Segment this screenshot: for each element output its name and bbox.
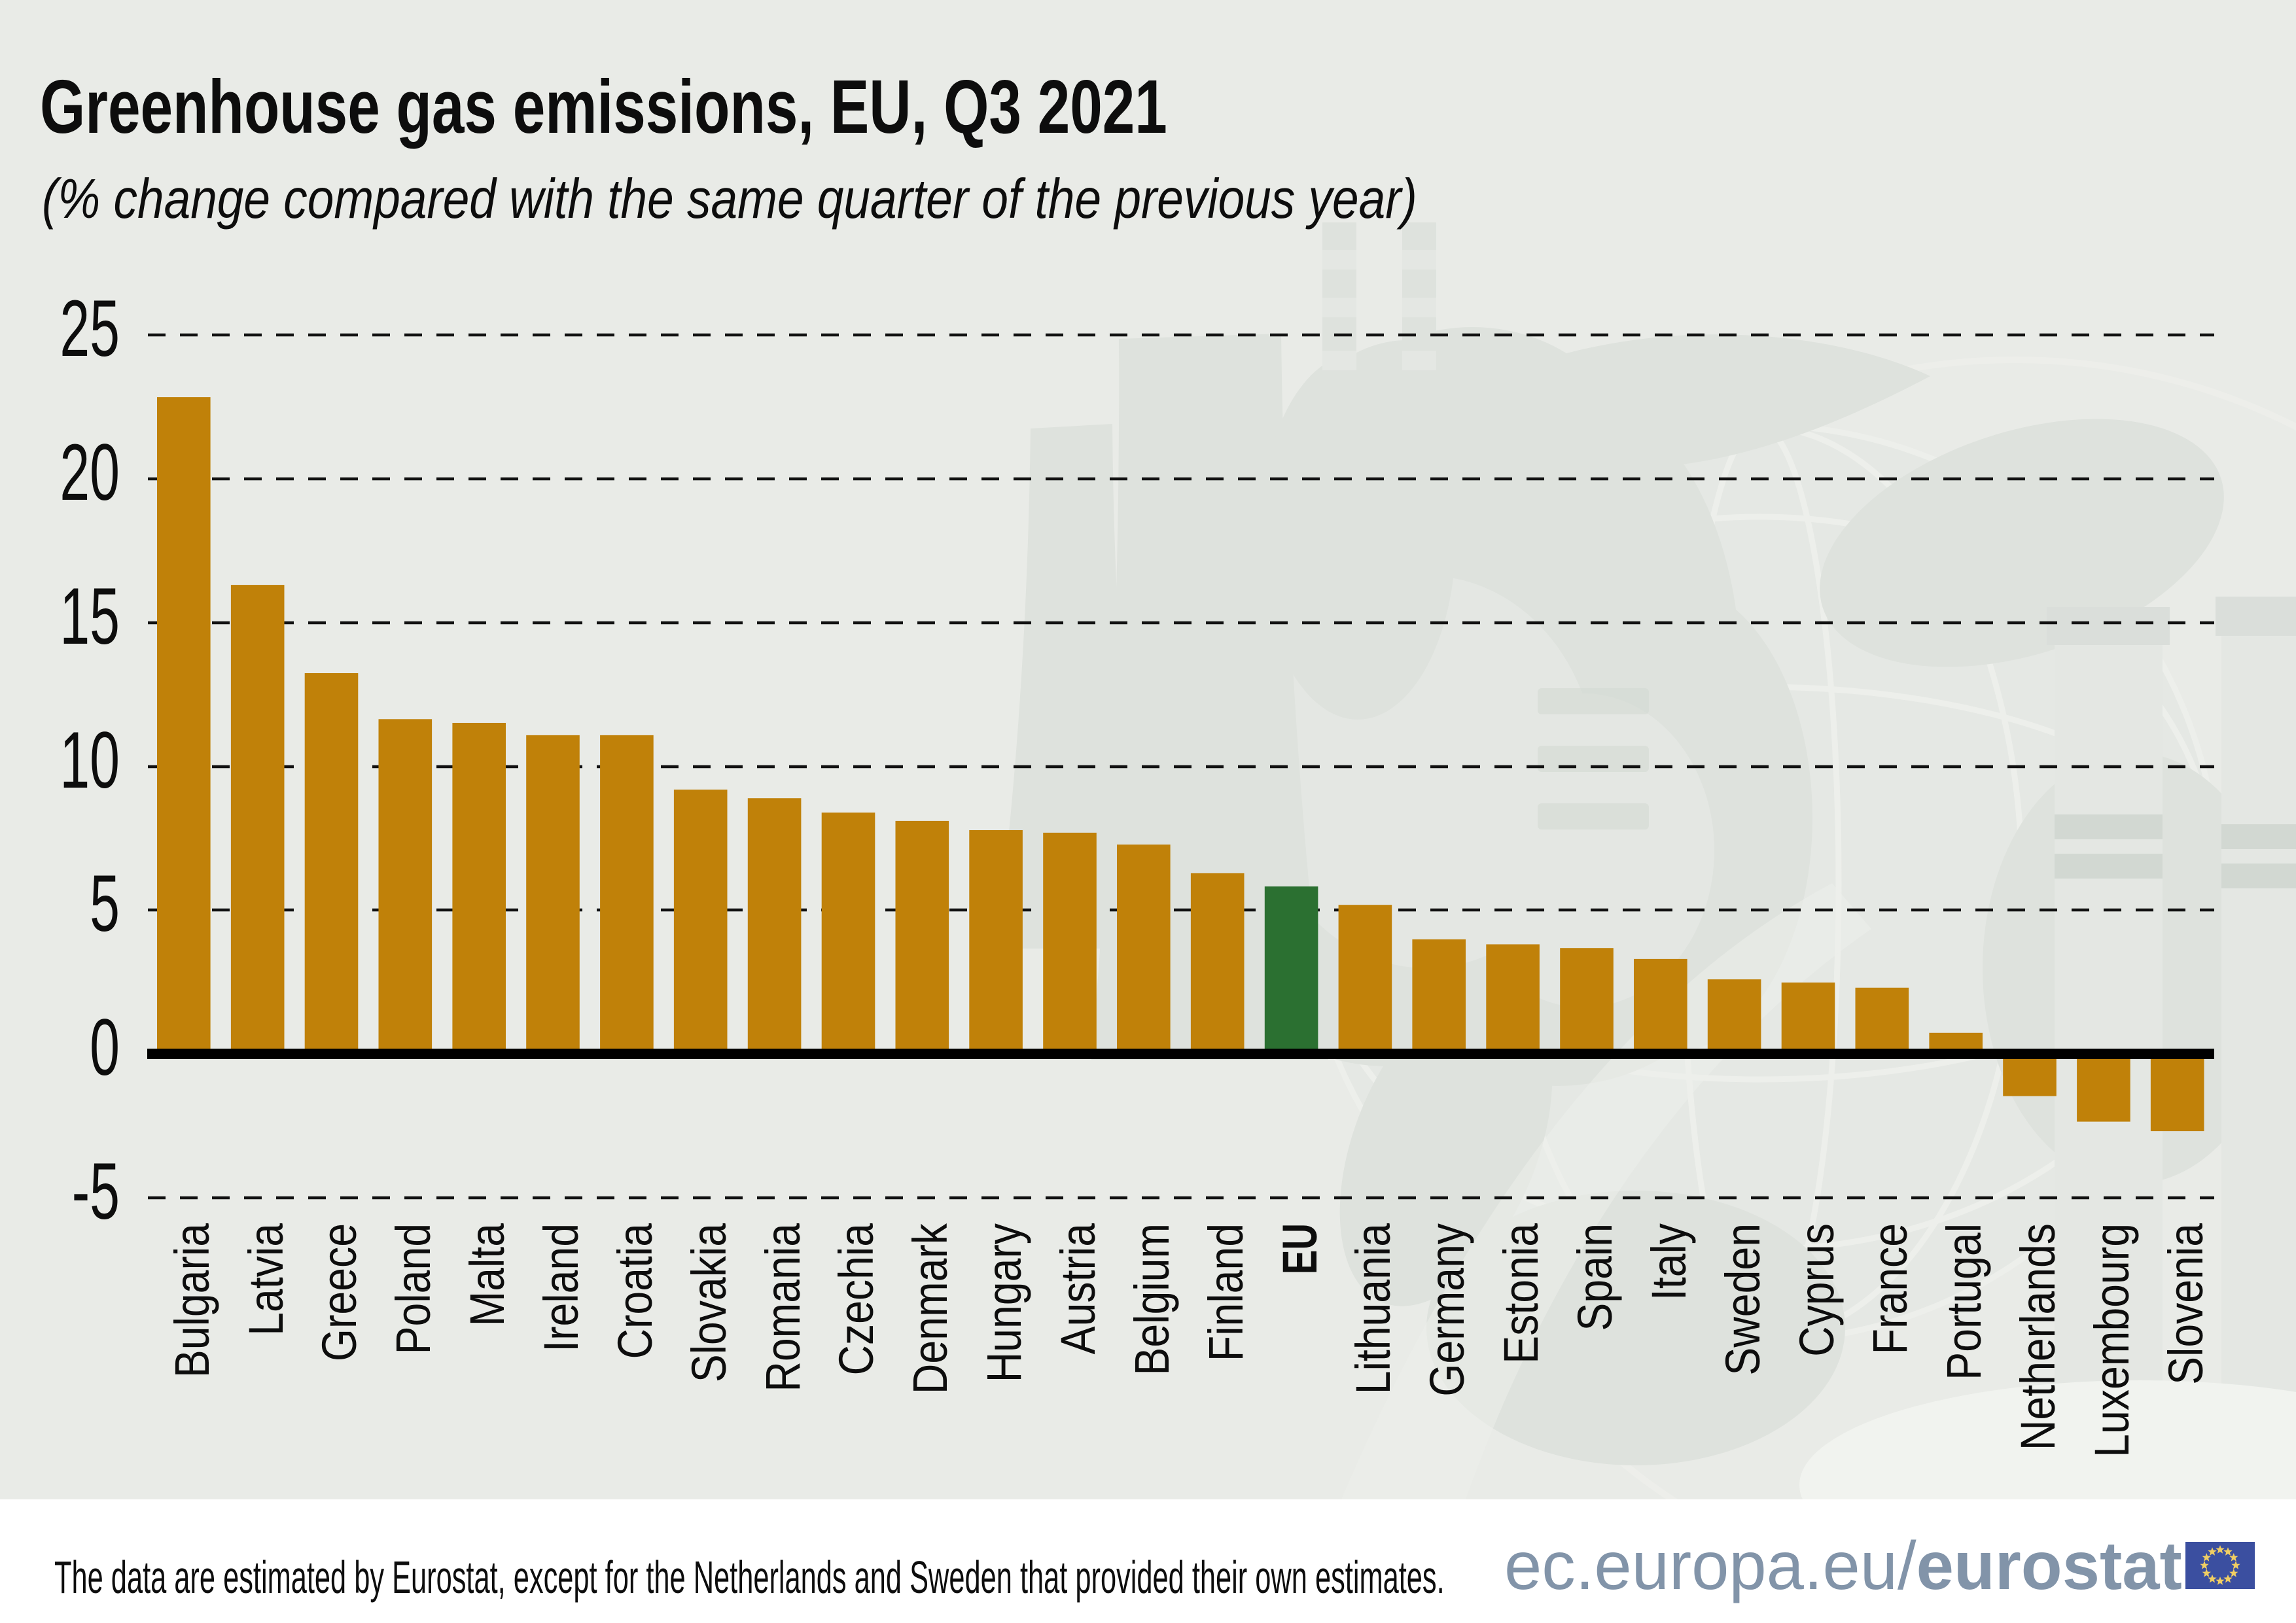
svg-text:5: 5 (90, 859, 120, 949)
svg-text:0: 0 (90, 1003, 120, 1092)
svg-text:Finland: Finland (1199, 1223, 1253, 1361)
svg-text:Bulgaria: Bulgaria (165, 1223, 219, 1378)
svg-text:(% change compared with the sa: (% change compared with the same quarter… (42, 167, 1417, 230)
svg-text:Estonia: Estonia (1494, 1223, 1548, 1364)
svg-text:Austria: Austria (1051, 1223, 1105, 1355)
svg-text:Germany: Germany (1420, 1223, 1474, 1397)
svg-text:25: 25 (60, 284, 120, 374)
svg-text:Slovakia: Slovakia (682, 1223, 736, 1383)
svg-text:Poland: Poland (386, 1223, 440, 1354)
svg-text:ec.europa.eu/eurostat: ec.europa.eu/eurostat (1504, 1527, 2182, 1604)
svg-text:Greenhouse gas emissions, EU,: Greenhouse gas emissions, EU, Q3 2021 (40, 64, 1167, 149)
svg-text:-5: -5 (72, 1147, 120, 1236)
svg-text:Lithuania: Lithuania (1346, 1223, 1400, 1395)
svg-text:Spain: Spain (1568, 1223, 1622, 1331)
svg-text:Cyprus: Cyprus (1790, 1223, 1844, 1357)
svg-text:France: France (1863, 1223, 1917, 1354)
svg-text:Italy: Italy (1642, 1223, 1696, 1300)
svg-text:Netherlands: Netherlands (2011, 1223, 2065, 1450)
svg-text:Czechia: Czechia (829, 1223, 883, 1376)
svg-text:Slovenia: Slovenia (2159, 1223, 2213, 1385)
svg-text:20: 20 (60, 428, 120, 517)
svg-text:Malta: Malta (460, 1223, 514, 1327)
svg-text:Hungary: Hungary (977, 1223, 1031, 1383)
svg-text:Portugal: Portugal (1937, 1223, 1991, 1380)
svg-text:Greece: Greece (312, 1223, 366, 1361)
svg-text:EU: EU (1273, 1223, 1327, 1274)
svg-text:Croatia: Croatia (608, 1223, 662, 1359)
svg-text:Sweden: Sweden (1716, 1223, 1770, 1376)
svg-text:Latvia: Latvia (239, 1223, 293, 1336)
svg-text:Luxembourg: Luxembourg (2085, 1223, 2139, 1457)
svg-text:Romania: Romania (756, 1223, 810, 1392)
svg-text:10: 10 (60, 716, 120, 805)
svg-text:The data are estimated by Euro: The data are estimated by Eurostat, exce… (54, 1552, 1445, 1603)
svg-text:Belgium: Belgium (1125, 1223, 1179, 1376)
svg-text:Denmark: Denmark (903, 1223, 957, 1394)
svg-text:Ireland: Ireland (534, 1223, 588, 1352)
svg-text:15: 15 (60, 572, 120, 661)
